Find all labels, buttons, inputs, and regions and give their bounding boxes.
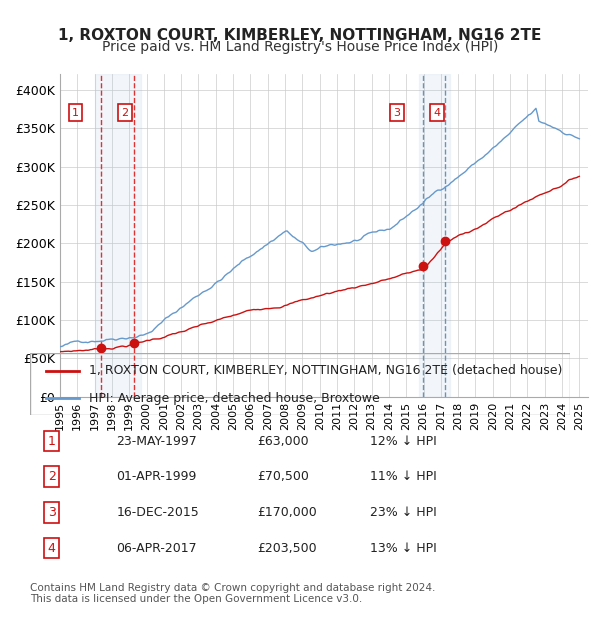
Text: 4: 4 bbox=[433, 108, 440, 118]
Text: 06-APR-2017: 06-APR-2017 bbox=[116, 541, 197, 554]
Text: 23% ↓ HPI: 23% ↓ HPI bbox=[370, 506, 437, 519]
Text: £203,500: £203,500 bbox=[257, 541, 316, 554]
Text: 3: 3 bbox=[394, 108, 400, 118]
Text: £170,000: £170,000 bbox=[257, 506, 317, 519]
Text: Contains HM Land Registry data © Crown copyright and database right 2024.
This d: Contains HM Land Registry data © Crown c… bbox=[30, 583, 436, 604]
Text: 1: 1 bbox=[47, 435, 56, 448]
Text: 01-APR-1999: 01-APR-1999 bbox=[116, 470, 197, 483]
Bar bbox=[419, 74, 449, 397]
Text: 16-DEC-2015: 16-DEC-2015 bbox=[116, 506, 199, 519]
Text: Price paid vs. HM Land Registry's House Price Index (HPI): Price paid vs. HM Land Registry's House … bbox=[102, 40, 498, 55]
Text: 1, ROXTON COURT, KIMBERLEY, NOTTINGHAM, NG16 2TE: 1, ROXTON COURT, KIMBERLEY, NOTTINGHAM, … bbox=[58, 28, 542, 43]
Text: 4: 4 bbox=[47, 541, 56, 554]
Text: £63,000: £63,000 bbox=[257, 435, 308, 448]
Text: 2: 2 bbox=[47, 470, 56, 483]
Text: HPI: Average price, detached house, Broxtowe: HPI: Average price, detached house, Brox… bbox=[89, 392, 380, 404]
Text: 1, ROXTON COURT, KIMBERLEY, NOTTINGHAM, NG16 2TE (detached house): 1, ROXTON COURT, KIMBERLEY, NOTTINGHAM, … bbox=[89, 365, 563, 377]
Text: 13% ↓ HPI: 13% ↓ HPI bbox=[370, 541, 437, 554]
Text: 2: 2 bbox=[121, 108, 128, 118]
Text: 11% ↓ HPI: 11% ↓ HPI bbox=[370, 470, 437, 483]
Text: 1: 1 bbox=[72, 108, 79, 118]
Text: 12% ↓ HPI: 12% ↓ HPI bbox=[370, 435, 437, 448]
Bar bbox=[95, 74, 141, 397]
Text: 23-MAY-1997: 23-MAY-1997 bbox=[116, 435, 197, 448]
Text: 3: 3 bbox=[47, 506, 56, 519]
Text: £70,500: £70,500 bbox=[257, 470, 308, 483]
